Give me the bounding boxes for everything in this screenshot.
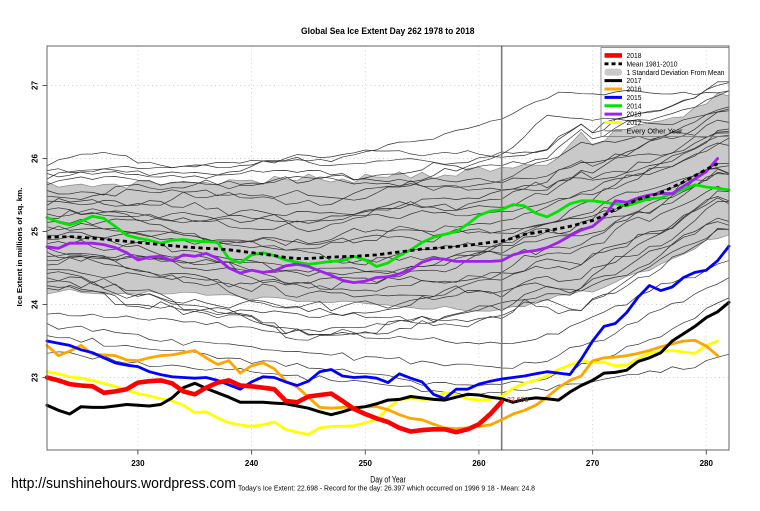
svg-text:2016: 2016 <box>627 87 642 94</box>
svg-text:2014: 2014 <box>627 103 642 110</box>
svg-text:2015: 2015 <box>627 95 642 102</box>
svg-text:2018: 2018 <box>627 53 642 60</box>
svg-text:Every Other Year: Every Other Year <box>627 129 684 136</box>
svg-text:Day of Year: Day of Year <box>370 475 406 485</box>
svg-text:270: 270 <box>586 459 600 468</box>
svg-text:2013: 2013 <box>627 112 642 119</box>
svg-text:24: 24 <box>31 300 40 309</box>
svg-text:26: 26 <box>31 154 40 163</box>
svg-text:2012: 2012 <box>627 120 642 127</box>
svg-text:240: 240 <box>245 459 259 468</box>
svg-text:27: 27 <box>31 81 40 90</box>
svg-text:1 Standard Deviation From Mean: 1 Standard Deviation From Mean <box>627 70 725 77</box>
svg-text:Today's Ice Extent: 22.698 -: Today's Ice Extent: 22.698 - Record for … <box>238 484 535 493</box>
svg-text:Ice Extent in millions of sq.: Ice Extent in millions of sq. km. <box>15 188 24 307</box>
svg-text:http://sunshinehours.wordpress: http://sunshinehours.wordpress.com <box>11 475 236 492</box>
svg-text:22.698: 22.698 <box>507 397 529 404</box>
svg-text:23: 23 <box>31 373 40 382</box>
svg-text:Mean 1981-2010: Mean 1981-2010 <box>627 61 678 68</box>
svg-text:280: 280 <box>700 459 714 468</box>
svg-text:250: 250 <box>359 459 373 468</box>
svg-text:230: 230 <box>131 459 145 468</box>
svg-text:25: 25 <box>31 227 40 236</box>
svg-text:Global Sea Ice Extent Day 262: Global Sea Ice Extent Day 262 1978 to 20… <box>301 26 475 36</box>
svg-text:260: 260 <box>472 459 486 468</box>
svg-text:2017: 2017 <box>627 78 642 85</box>
